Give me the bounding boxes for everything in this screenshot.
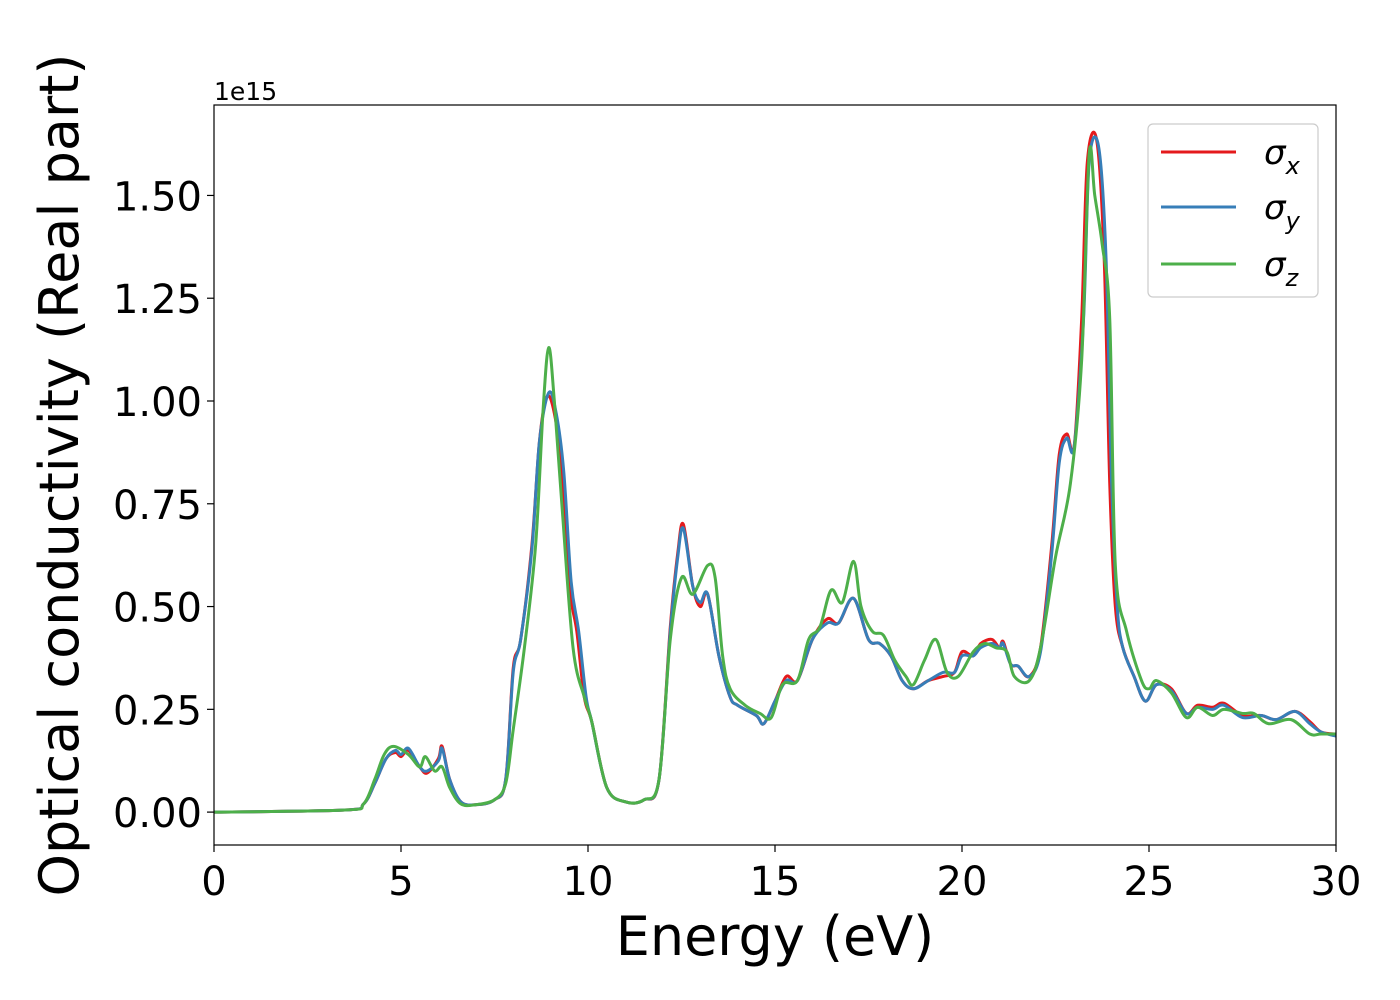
- y-tick-label: 1.50: [113, 174, 202, 220]
- x-tick-label: 30: [1311, 859, 1362, 905]
- series-line-sigma-z: [213, 145, 1336, 814]
- x-axis-label: Energy (eV): [616, 905, 935, 968]
- x-tick-label: 10: [563, 859, 614, 905]
- legend-items: σx σy σz: [1161, 133, 1301, 292]
- y-tick-label: 0.50: [113, 586, 202, 632]
- legend-label: σz: [1264, 245, 1300, 292]
- legend-item-sigma-x: σx: [1161, 133, 1301, 180]
- y-axis-label: Optical conductivity (Real part): [28, 54, 91, 897]
- y-tick-label: 1.25: [113, 277, 202, 323]
- y-tick-label: 0.25: [113, 688, 202, 734]
- y-tick-label: 0.00: [113, 791, 202, 837]
- x-tick-label: 0: [201, 859, 226, 905]
- legend-item-sigma-z: σz: [1161, 245, 1300, 292]
- legend-label: σy: [1264, 188, 1301, 235]
- y-tick-label: 1.00: [113, 380, 202, 426]
- x-tick-label: 25: [1124, 859, 1175, 905]
- legend-item-sigma-y: σy: [1161, 188, 1301, 235]
- x-tick-label: 5: [388, 859, 413, 905]
- legend-box: [1147, 123, 1319, 298]
- legend: σx σy σz: [1147, 123, 1319, 298]
- y-offset-text: 1e15: [214, 77, 277, 106]
- y-tick-label: 0.75: [113, 483, 202, 529]
- x-tick-label: 20: [937, 859, 988, 905]
- x-tick-label: 15: [750, 859, 801, 905]
- series-layer: [213, 130, 1337, 814]
- x-axis-ticks: 0 5 10 15 20 25 30: [201, 845, 1361, 905]
- legend-label: σx: [1264, 133, 1301, 180]
- y-axis-ticks: 0.00 0.25 0.50 0.75 1.00 1.25 1.50: [113, 174, 214, 837]
